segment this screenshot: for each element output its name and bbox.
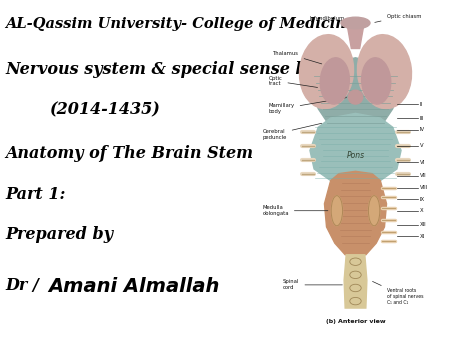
Polygon shape [324,171,387,255]
Ellipse shape [362,58,391,104]
Text: Optic chiasm: Optic chiasm [375,14,421,22]
Text: VI: VI [420,160,425,165]
Text: Mamillary
body: Mamillary body [269,98,346,114]
Text: Dr /: Dr / [5,277,45,294]
Text: II: II [420,102,423,106]
Text: VII: VII [420,173,426,178]
Text: Amani Almallah: Amani Almallah [48,277,220,296]
Ellipse shape [348,90,363,104]
Text: IX: IX [420,197,425,202]
Text: (b) Anterior view: (b) Anterior view [326,319,385,324]
Ellipse shape [331,196,342,226]
Text: Medulla
oblongata: Medulla oblongata [262,205,328,216]
Ellipse shape [341,17,370,29]
Ellipse shape [357,35,411,108]
Text: Ventral roots
of spinal nerves
C₁ and C₂: Ventral roots of spinal nerves C₁ and C₂ [373,282,423,305]
Text: IV: IV [420,127,425,132]
Text: VIII: VIII [420,185,428,190]
Text: Prepared by: Prepared by [5,226,113,243]
Text: V: V [420,143,423,148]
Text: Infundibulum: Infundibulum [310,16,349,25]
Ellipse shape [369,196,380,226]
Text: Thalamus: Thalamus [273,51,322,64]
Text: Part 1:: Part 1: [5,186,66,203]
Text: XII: XII [420,222,426,227]
Polygon shape [344,255,367,308]
Polygon shape [310,58,401,137]
Text: Optic
tract: Optic tract [269,75,318,88]
Text: Spinal
cord: Spinal cord [283,280,342,290]
Text: Cerebral
peduncle: Cerebral peduncle [262,123,322,140]
Text: Pons: Pons [346,151,364,160]
Polygon shape [310,113,401,185]
Text: X: X [420,208,423,213]
Text: AL-Qassim University- College of Medicine: AL-Qassim University- College of Medicin… [5,17,356,31]
Polygon shape [347,25,364,48]
Text: XI: XI [420,234,425,239]
Text: III: III [420,116,424,121]
Text: Nervous system & special sense block: Nervous system & special sense block [5,61,345,78]
Text: Anatomy of The Brain Stem: Anatomy of The Brain Stem [5,145,253,162]
Text: (2014-1435): (2014-1435) [49,101,160,118]
Ellipse shape [300,35,354,108]
Ellipse shape [320,58,349,104]
